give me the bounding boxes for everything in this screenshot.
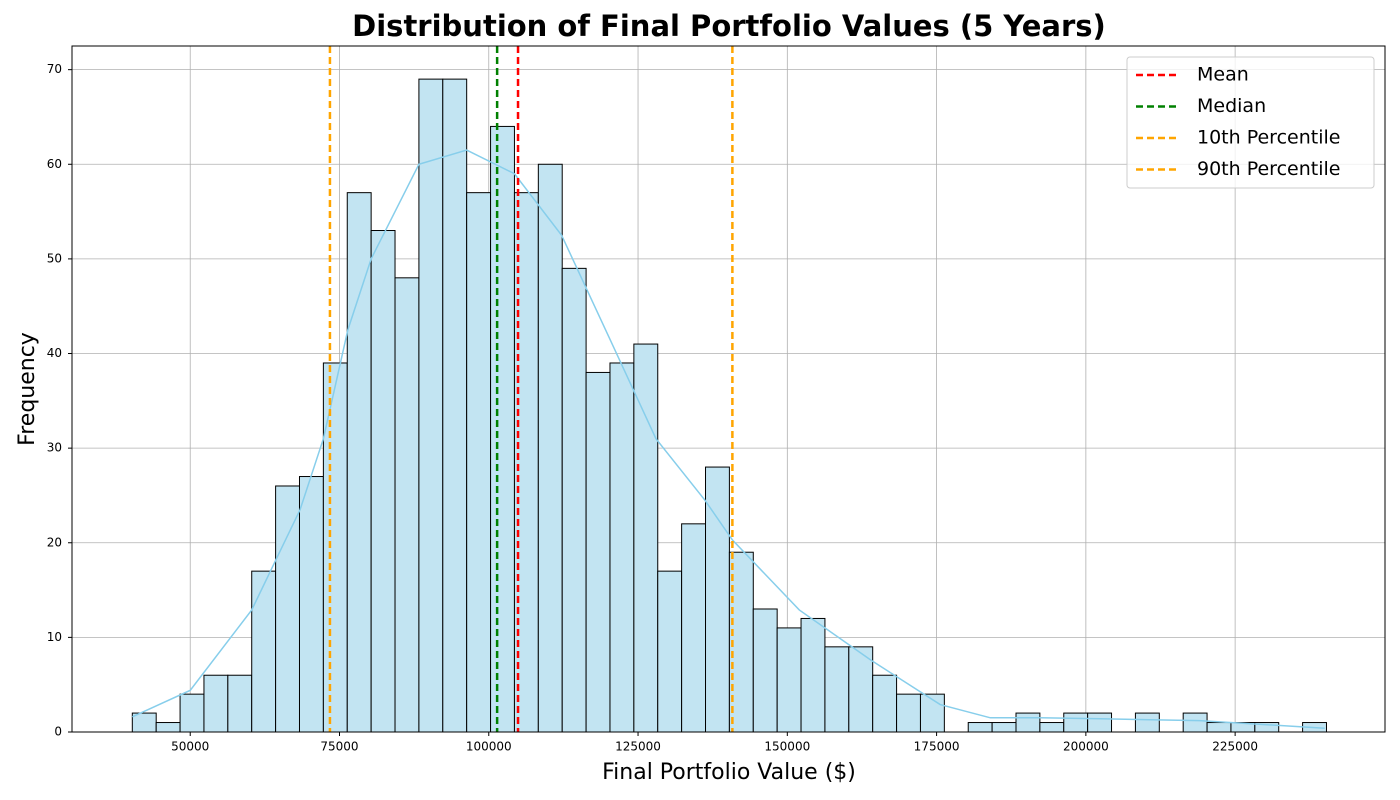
bar bbox=[1206, 722, 1232, 733]
x-axis-label: Final Portfolio Value ($) bbox=[602, 760, 856, 785]
bar bbox=[609, 362, 635, 733]
bar bbox=[537, 163, 563, 733]
bar bbox=[322, 362, 348, 733]
bar bbox=[442, 78, 468, 733]
bar bbox=[752, 608, 778, 733]
bar bbox=[298, 476, 324, 733]
bar bbox=[896, 693, 921, 733]
bar bbox=[657, 570, 683, 733]
bar bbox=[776, 627, 802, 733]
legend-label: 10th Percentile bbox=[1197, 127, 1340, 149]
plot-frame bbox=[71, 45, 1386, 733]
y-axis-label: Frequency bbox=[15, 332, 40, 446]
y-tick-label: 60 bbox=[47, 157, 62, 171]
legend-label: Mean bbox=[1197, 64, 1249, 86]
bar bbox=[872, 674, 898, 733]
bar bbox=[681, 523, 707, 733]
bar bbox=[561, 267, 587, 733]
legend-box bbox=[1126, 56, 1375, 189]
y-tick-label: 0 bbox=[54, 725, 62, 739]
legend-label: 90th Percentile bbox=[1197, 158, 1340, 180]
x-tick-label: 150000 bbox=[764, 740, 810, 754]
kde-line bbox=[131, 149, 1325, 729]
bar bbox=[370, 230, 396, 733]
y-tick-label: 10 bbox=[47, 630, 62, 644]
bar bbox=[1134, 712, 1160, 733]
bar bbox=[179, 693, 205, 733]
bar bbox=[1182, 712, 1208, 733]
bar bbox=[155, 722, 181, 733]
bar bbox=[800, 617, 826, 733]
bar bbox=[346, 192, 372, 733]
bar bbox=[1087, 712, 1113, 733]
x-tick-label: 175000 bbox=[914, 740, 960, 754]
bar bbox=[490, 125, 515, 733]
bar bbox=[991, 722, 1017, 733]
chart-title: Distribution of Final Portfolio Values (… bbox=[352, 9, 1106, 43]
bar bbox=[203, 674, 229, 733]
x-tick-label: 225000 bbox=[1212, 740, 1258, 754]
bar bbox=[466, 192, 492, 733]
y-tick-label: 30 bbox=[47, 441, 62, 455]
bar bbox=[633, 343, 659, 733]
bar bbox=[1015, 712, 1041, 733]
bar bbox=[418, 78, 444, 733]
x-tick-label: 100000 bbox=[466, 740, 512, 754]
x-tick-label: 125000 bbox=[615, 740, 661, 754]
bar bbox=[1039, 722, 1065, 733]
bar bbox=[275, 485, 300, 733]
y-tick-label: 20 bbox=[47, 535, 62, 549]
bar bbox=[227, 674, 253, 733]
bar bbox=[1063, 712, 1089, 733]
bar bbox=[394, 277, 420, 733]
y-tick-label: 70 bbox=[47, 62, 62, 76]
y-tick-label: 40 bbox=[47, 346, 62, 360]
bar bbox=[585, 371, 611, 733]
legend: Mean Median 10th Percentile 90th Percentile bbox=[1126, 56, 1375, 189]
x-tick-label: 50000 bbox=[171, 740, 209, 754]
bar bbox=[824, 646, 850, 733]
bar bbox=[251, 570, 277, 733]
y-tick-label: 50 bbox=[47, 251, 62, 265]
legend-label: Median bbox=[1197, 95, 1266, 117]
x-tick-label: 200000 bbox=[1063, 740, 1109, 754]
x-tick-label: 75000 bbox=[320, 740, 358, 754]
bar bbox=[967, 722, 993, 733]
